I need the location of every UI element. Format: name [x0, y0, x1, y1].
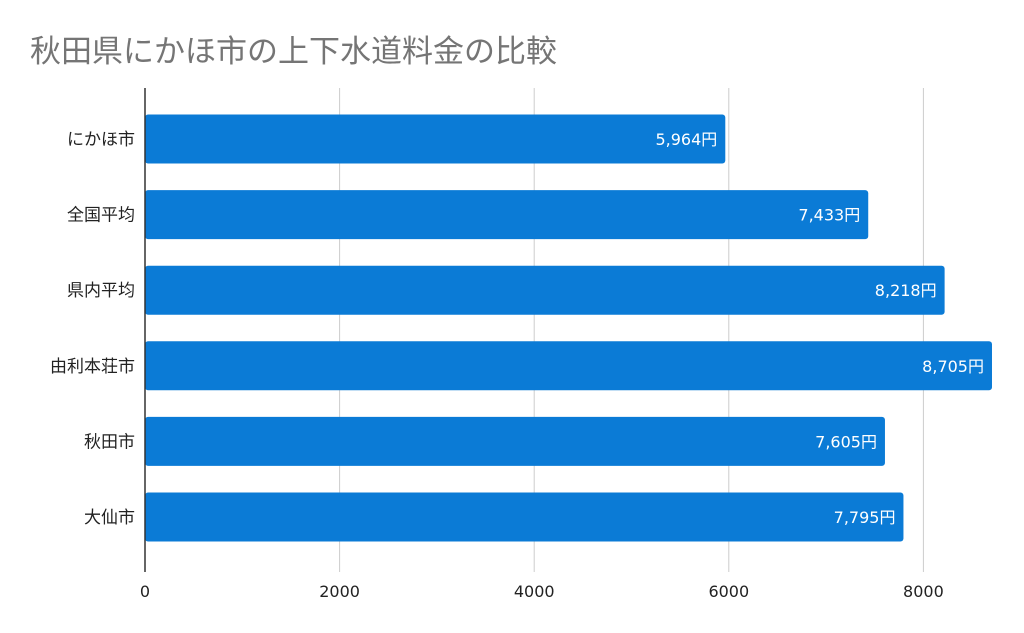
x-tick-labels: 0 2000 4000 6000 8000	[140, 582, 944, 601]
category-label: 全国平均	[67, 206, 135, 226]
bar	[145, 114, 726, 164]
x-tick-label: 8000	[903, 582, 944, 601]
category-label: 県内平均	[67, 281, 135, 301]
data-label: 7,605円	[815, 432, 877, 451]
chart-title: 秋田県にかほ市の上下水道料金の比較	[30, 34, 557, 70]
category-label: にかほ市	[67, 130, 135, 150]
category-label: 大仙市	[84, 508, 135, 528]
bar	[145, 265, 945, 315]
data-label: 7,795円	[834, 508, 896, 527]
x-tick-label: 0	[140, 582, 150, 601]
bar	[145, 190, 869, 240]
gridlines	[339, 88, 924, 572]
data-labels: 5,964円 7,433円 8,218円 8,705円 7,605円 7,795円	[655, 130, 984, 527]
category-label: 由利本荘市	[50, 357, 135, 377]
bar	[145, 492, 904, 542]
category-label: 秋田市	[84, 432, 135, 452]
data-label: 7,433円	[798, 206, 860, 225]
bar	[145, 416, 885, 466]
x-tick-label: 4000	[514, 582, 555, 601]
data-label: 8,705円	[922, 357, 984, 376]
x-tick-label: 6000	[708, 582, 749, 601]
data-label: 8,218円	[875, 281, 937, 300]
bars	[145, 114, 992, 542]
data-label: 5,964円	[655, 130, 717, 149]
bar	[145, 341, 992, 391]
x-tick-label: 2000	[319, 582, 360, 601]
